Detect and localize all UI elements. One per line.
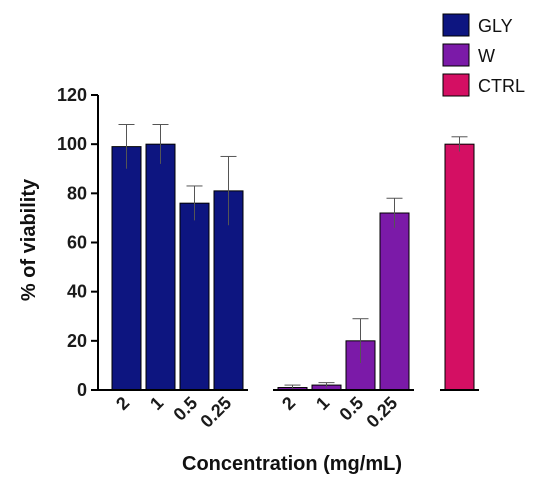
- y-tick-label-1: 20: [67, 331, 87, 351]
- error-bar-gly-3: [220, 155, 237, 226]
- legend-swatch-w: [442, 43, 470, 67]
- bar-gly-0: [111, 146, 142, 391]
- x-tick-label-gly-0: 2: [112, 393, 133, 414]
- x-axis-title: Concentration (mg/mL): [182, 453, 402, 475]
- bar-w-3: [379, 212, 410, 391]
- x-tick-label-w-1: 1: [312, 393, 333, 414]
- error-bar-ctrl-0: [451, 136, 468, 152]
- error-bar-w-1: [318, 382, 335, 388]
- error-bars: [118, 124, 468, 390]
- error-bar-w-3: [386, 197, 403, 228]
- legend-swatch-gly: [442, 13, 470, 37]
- legend-label-ctrl: CTRL: [478, 76, 525, 96]
- legend-swatch-ctrl: [442, 73, 470, 97]
- x-axis: 2 1 0.50.25 2 1 0.50.25: [98, 389, 479, 432]
- error-bar-w-2: [352, 318, 369, 363]
- y-tick-label-6: 120: [57, 85, 87, 105]
- y-tick-label-3: 60: [67, 233, 87, 253]
- x-tick-label-gly-3: 0.25: [196, 393, 235, 432]
- x-tick-label-gly-2: 0.5: [169, 393, 201, 425]
- legend-item-ctrl: CTRL: [442, 73, 525, 97]
- x-tick-label-gly-1: 1: [146, 393, 167, 414]
- y-tick-label-4: 80: [67, 183, 87, 203]
- legend-item-w: W: [442, 43, 495, 67]
- y-axis-title: % of viability: [18, 178, 40, 301]
- x-tick-label-w-3: 0.25: [362, 393, 401, 432]
- bar-ctrl-0: [444, 143, 475, 391]
- legend-label-gly: GLY: [478, 16, 513, 36]
- y-tick-label-2: 40: [67, 282, 87, 302]
- error-bar-gly-2: [186, 185, 203, 221]
- bar-gly-1: [145, 143, 176, 391]
- y-tick-label-0: 0: [77, 380, 87, 400]
- legend: GLY W CTRL: [442, 13, 525, 97]
- x-tick-label-w-0: 2: [278, 393, 299, 414]
- legend-item-gly: GLY: [442, 13, 513, 37]
- legend-label-w: W: [478, 46, 495, 66]
- y-tick-label-5: 100: [57, 134, 87, 154]
- error-bar-gly-0: [118, 124, 135, 169]
- y-axis: 0 20 40 60 80 100 120: [57, 85, 99, 400]
- bar-gly-2: [179, 202, 210, 391]
- x-tick-label-w-2: 0.5: [335, 393, 367, 425]
- error-bar-gly-1: [152, 124, 169, 164]
- bars: [111, 143, 475, 391]
